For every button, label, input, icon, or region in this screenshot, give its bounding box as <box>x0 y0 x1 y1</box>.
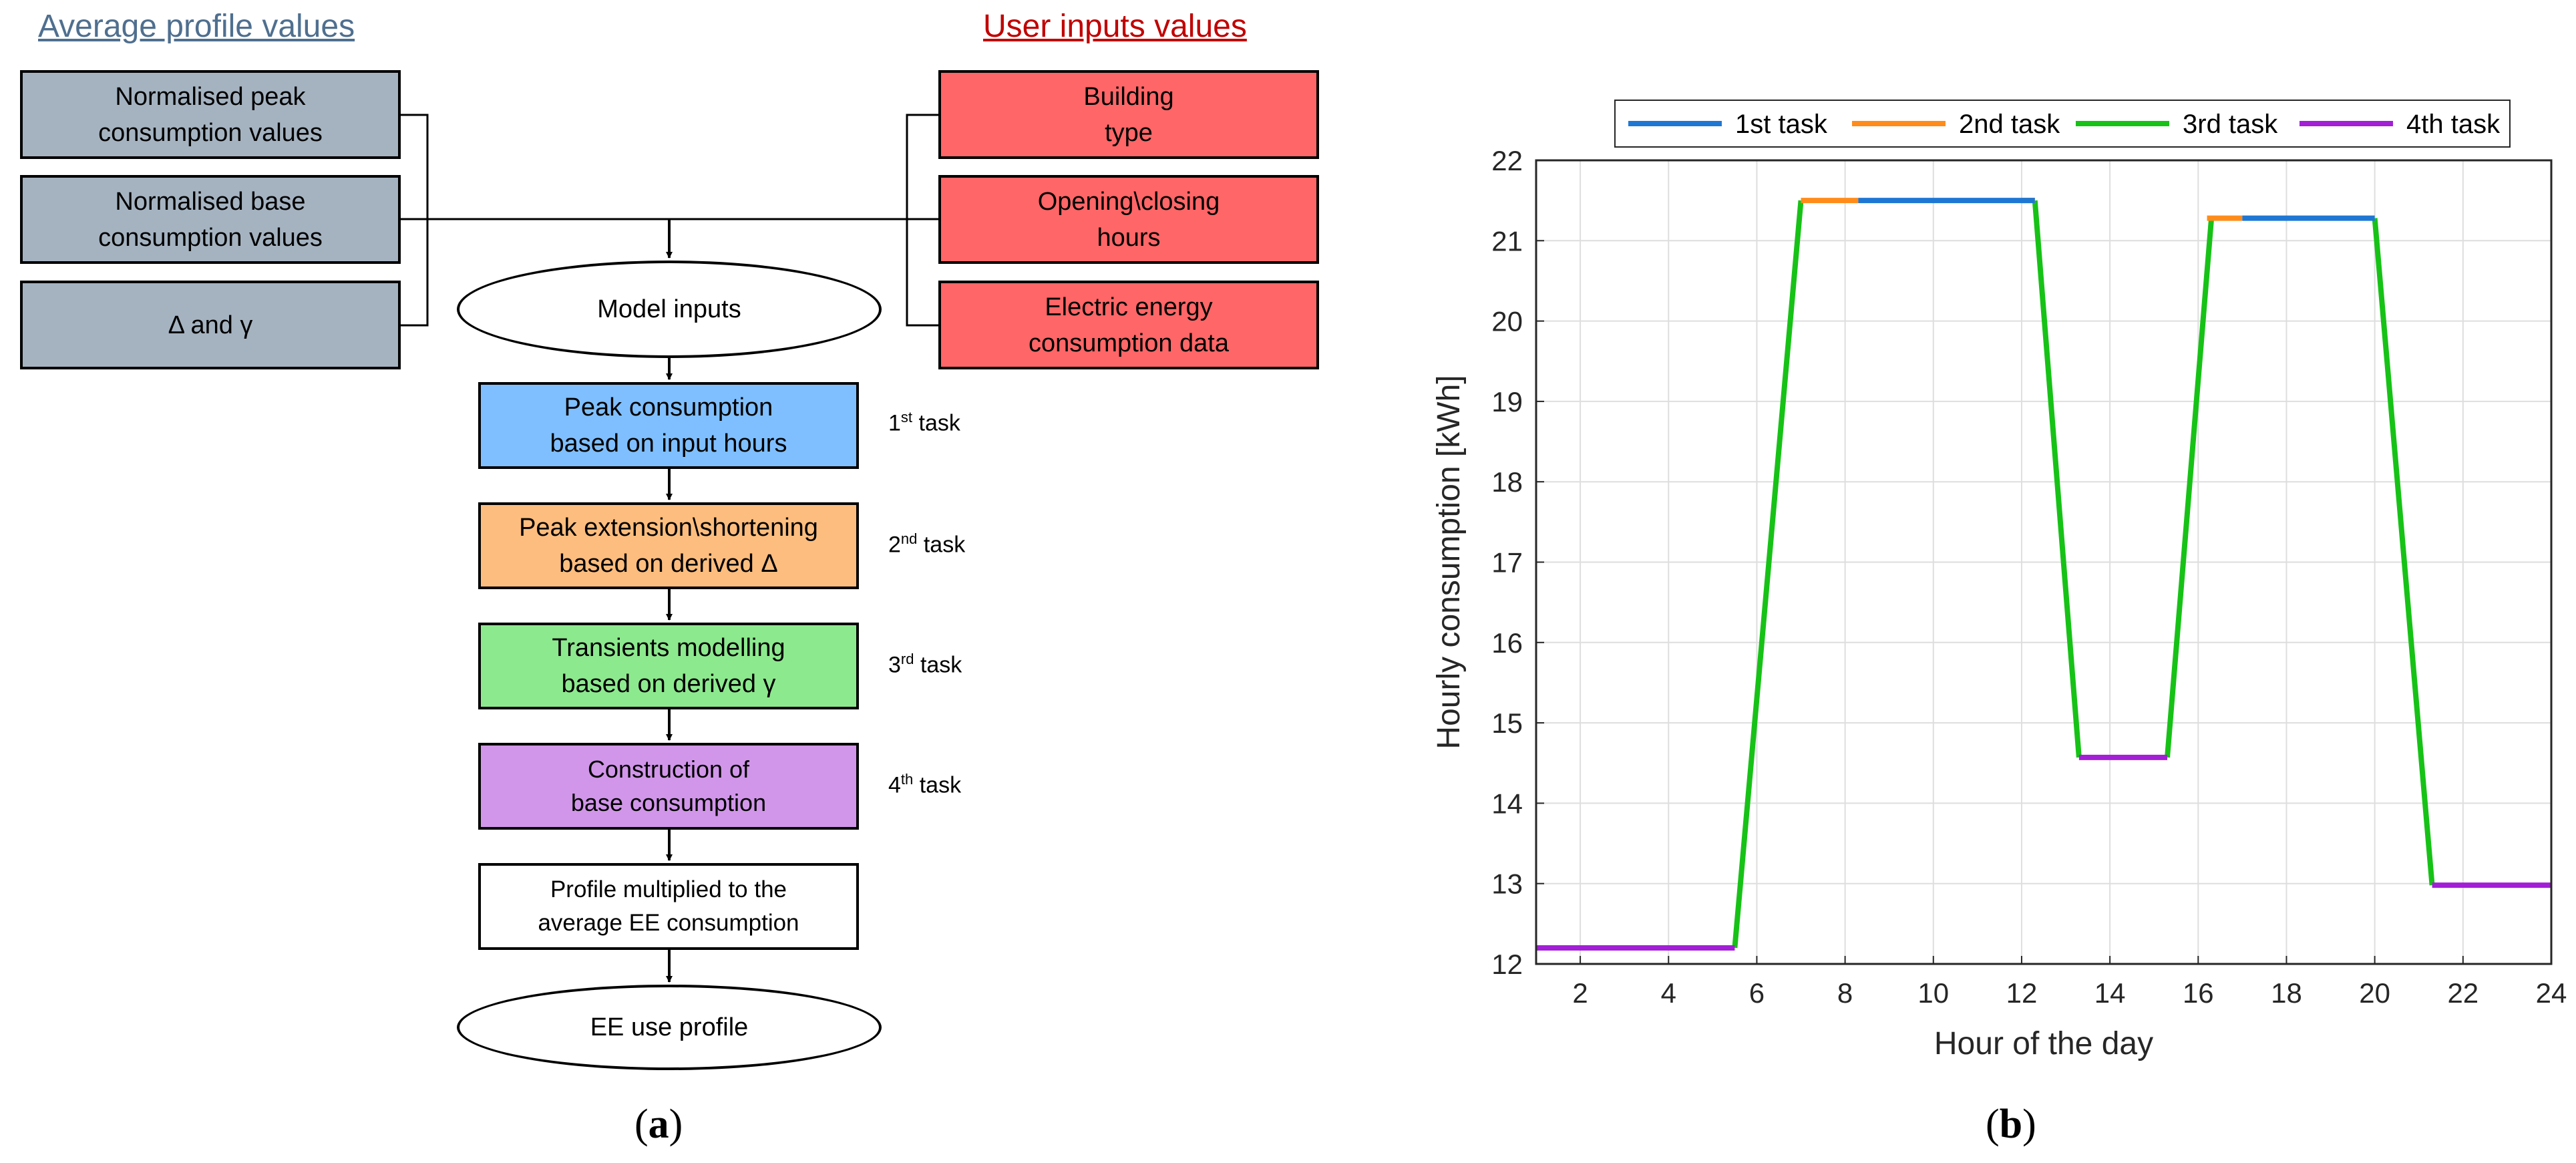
x-tick-label: 22 <box>2447 977 2478 1009</box>
box-opening-closing-hours: Opening\closing hours <box>938 175 1319 264</box>
series-segment-3 <box>2372 218 2435 886</box>
box-line-2: base consumption <box>570 789 767 816</box>
consumption-line-chart: 2 4 6 8 10 12 14 16 18 20 22 24 1213141516171819202… <box>1431 100 2567 1061</box>
task-word: task <box>923 532 966 558</box>
task-ordinal: th <box>900 771 914 788</box>
x-tick-label: 6 <box>1749 977 1765 1009</box>
x-tick-label: 12 <box>2006 977 2038 1009</box>
box-line-1: Profile multiplied to the <box>550 876 787 902</box>
box-line-2: hours <box>1097 223 1161 252</box>
box-line-2: based on derived Δ <box>559 550 778 578</box>
panel-a-letter: a <box>648 1102 669 1147</box>
task-1-label: 1st task <box>888 409 960 436</box>
chart-legend: 1st task 2nd task 3rd task 4th task <box>1614 100 2511 148</box>
box-line-2: based on input hours <box>550 430 787 458</box>
box-line-1: Peak extension\shortening <box>519 514 818 542</box>
box-normalised-peak: Normalised peak consumption values <box>20 70 401 159</box>
box-line-2: average EE consumption <box>538 910 799 936</box>
task-word: task <box>919 772 962 798</box>
box-line-1: Construction of <box>587 756 750 783</box>
x-tick-labels: 2 4 6 8 10 12 14 16 18 20 22 24 <box>1572 956 2567 1009</box>
y-tick-label: 21 <box>1491 225 1523 257</box>
x-tick-label: 10 <box>1917 977 1949 1009</box>
box-line-2: consumption data <box>1029 329 1229 357</box>
box-line-2: consumption values <box>98 118 323 147</box>
task-number: 3 <box>888 652 901 678</box>
task-ordinal: nd <box>900 530 918 547</box>
box-line-2: consumption values <box>98 223 323 252</box>
model-inputs-label: Model inputs <box>597 295 741 323</box>
y-tick-label: 16 <box>1491 627 1523 659</box>
series-segment-3 <box>1732 200 1804 949</box>
box-line-1: Building <box>1083 82 1174 111</box>
box-building-type: Building type <box>938 70 1319 159</box>
task-2-label: 2nd task <box>888 530 965 558</box>
panel-b-label: (b) <box>1986 1102 2036 1147</box>
model-inputs-ellipse: Model inputs <box>457 261 882 358</box>
box-line-1: Peak consumption <box>564 393 773 422</box>
task-ordinal: st <box>900 409 913 426</box>
y-tick-label: 15 <box>1491 707 1523 739</box>
heading-user-inputs-values: User inputs values <box>983 9 1247 44</box>
y-tick-label: 14 <box>1491 788 1523 819</box>
legend-entry: 4th task <box>2406 110 2501 139</box>
series-lines <box>1536 198 2551 951</box>
panel-b-letter: b <box>1999 1102 2023 1147</box>
task-word: task <box>918 410 960 436</box>
ee-use-profile-label: EE use profile <box>590 1013 749 1041</box>
legend-entry: 2nd task <box>1959 110 2060 139</box>
box-line-1: Δ and γ <box>168 311 253 339</box>
box-line-1: Electric energy <box>1045 293 1213 321</box>
x-tick-label: 24 <box>2536 977 2567 1009</box>
y-tick-label: 18 <box>1491 466 1523 498</box>
legend-entry: 3rd task <box>2183 110 2278 139</box>
task-number: 4 <box>888 772 901 798</box>
y-tick-label: 19 <box>1491 386 1523 418</box>
box-delta-gamma: Δ and γ <box>20 281 401 369</box>
task-4-box: Construction of base consumption <box>478 743 859 830</box>
x-tick-label: 16 <box>2183 977 2214 1009</box>
task-ordinal: rd <box>900 651 914 667</box>
box-line-1: Transients modelling <box>552 634 785 662</box>
profile-multiplied-box: Profile multiplied to the average EE con… <box>478 863 859 950</box>
x-tick-label: 2 <box>1572 977 1588 1009</box>
panel-a-label: (a) <box>634 1102 683 1147</box>
ee-use-profile-ellipse: EE use profile <box>457 985 882 1070</box>
task-number: 1 <box>888 410 901 436</box>
heading-average-profile-values: Average profile values <box>38 9 355 44</box>
task-word: task <box>920 652 962 678</box>
task-3-box: Transients modelling based on derived γ <box>478 623 859 709</box>
x-tick-label: 4 <box>1661 977 1676 1009</box>
box-line-1: Opening\closing <box>1037 187 1220 216</box>
series-segment-3 <box>2165 218 2215 758</box>
y-tick-label: 12 <box>1491 949 1523 980</box>
task-number: 2 <box>888 532 901 558</box>
y-tick-label: 13 <box>1491 868 1523 900</box>
x-axis-label: Hour of the day <box>1934 1026 2153 1061</box>
box-normalised-base: Normalised base consumption values <box>20 175 401 264</box>
y-tick-label: 17 <box>1491 547 1523 578</box>
x-tick-label: 14 <box>2094 977 2126 1009</box>
task-3-label: 3rd task <box>888 651 962 678</box>
x-tick-label: 8 <box>1837 977 1853 1009</box>
legend-entry: 1st task <box>1735 110 1828 139</box>
y-axis-label: Hourly consumption [kWh] <box>1431 375 1467 749</box>
y-tick-label: 22 <box>1491 145 1523 176</box>
series-segment-3 <box>2032 200 2082 758</box>
x-tick-label: 20 <box>2359 977 2390 1009</box>
task-2-box: Peak extension\shortening based on deriv… <box>478 502 859 589</box>
box-line-2: based on derived γ <box>561 670 776 698</box>
y-tick-label: 20 <box>1491 306 1523 337</box>
task-1-box: Peak consumption based on input hours <box>478 382 859 469</box>
box-line-2: type <box>1105 118 1153 147</box>
task-4-label: 4th task <box>888 771 961 798</box>
box-line-1: Normalised base <box>115 187 306 216</box>
x-tick-label: 18 <box>2271 977 2302 1009</box>
axes-frame <box>1535 159 2553 965</box>
box-electric-energy-data: Electric energy consumption data <box>938 281 1319 369</box>
box-line-1: Normalised peak <box>115 82 306 111</box>
